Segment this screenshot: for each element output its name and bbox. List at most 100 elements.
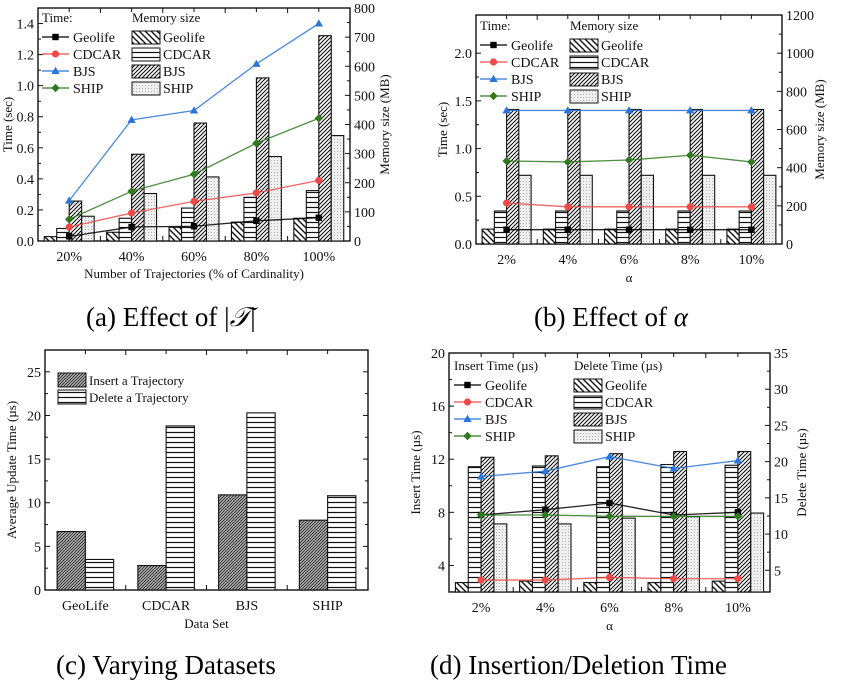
- bar-delete-a-trajectory: [246, 412, 276, 591]
- y-tick-label: 1.0: [17, 80, 35, 95]
- bar-ship: [685, 516, 700, 593]
- point-ship: [747, 157, 756, 167]
- y2-tick-label: 400: [786, 162, 807, 177]
- bar-ship: [701, 174, 716, 245]
- point-geolife: [503, 226, 510, 233]
- point-bjs: [65, 196, 74, 204]
- y2-tick-label: 0: [786, 238, 793, 253]
- x-tick-label: CDCAR: [142, 599, 191, 614]
- chart-a: 0.0 0.2 0.4 0.6 0.8 1.0 1.2 1.4 0 100 200 300 400 500…: [0, 2, 392, 281]
- y2-tick-label: 25: [774, 419, 788, 434]
- point-bjs: [314, 19, 323, 27]
- point-cdcar: [605, 573, 614, 581]
- caption-d: (d) Insertion/Deletion Time: [430, 650, 727, 681]
- point-geolife: [315, 214, 322, 221]
- point-bjs: [252, 59, 261, 67]
- point-cdcar: [734, 575, 742, 583]
- x-tick-label: 20%: [56, 250, 82, 265]
- y-tick-label: 0.0: [17, 235, 35, 250]
- legend-marker: [51, 66, 60, 74]
- point-bjs: [747, 106, 756, 114]
- x-axis-label: Number of Trajectories (% of Cardinality…: [84, 266, 304, 281]
- legend-label: SHIP: [485, 430, 516, 445]
- x-tick-label: 100%: [302, 250, 335, 265]
- bar-cdcar: [596, 466, 611, 593]
- legend-marker: [464, 381, 471, 389]
- y2-tick-label: 1200: [786, 9, 814, 24]
- bar-geolife: [481, 228, 495, 245]
- legend-label: BJS: [605, 413, 628, 428]
- point-geolife: [128, 223, 135, 231]
- bar-ship: [579, 174, 593, 245]
- bar-geolife: [230, 221, 245, 242]
- bar-bjs: [567, 108, 581, 245]
- bar-ship: [268, 155, 282, 242]
- point-cdcar: [315, 176, 323, 185]
- point-geolife: [542, 506, 549, 513]
- y-tick-label: 8: [438, 506, 445, 521]
- chart-d: 4 8 12 16 20 5 10 15 20 25 30 35 Delete Time (µs) 2% 4…: [408, 347, 809, 633]
- y2-axis-label: Delete Time (µs): [794, 428, 809, 516]
- legend-label: CDCAR: [73, 48, 122, 63]
- y2-tick-label: 600: [786, 124, 807, 139]
- point-cdcar: [670, 575, 678, 583]
- bar-geolife: [603, 228, 618, 245]
- caption-c: (c) Varying Datasets: [56, 650, 276, 681]
- bar-insert-a-trajectory: [56, 530, 86, 591]
- bar-bjs: [689, 108, 703, 245]
- x-tick-label: 6%: [600, 601, 619, 616]
- legend-bar-swatch: [569, 38, 599, 53]
- point-bjs: [686, 106, 695, 114]
- legend-bar-title: Memory size: [132, 10, 200, 25]
- y-tick-label: 4: [438, 559, 445, 574]
- bar-cdcar: [467, 466, 482, 593]
- legend-bar-swatch: [569, 89, 599, 104]
- legend-marker: [463, 414, 472, 422]
- caption-a-math: 𝒯: [229, 302, 251, 332]
- x-tick-label: 2%: [472, 601, 491, 616]
- point-ship: [669, 512, 678, 521]
- point-cdcar: [747, 203, 756, 211]
- caption-a: (a) Effect of |𝒯|: [86, 302, 256, 334]
- legend-label: CDCAR: [601, 56, 650, 71]
- point-ship: [563, 157, 572, 167]
- y2-tick-label: 600: [354, 60, 375, 75]
- legend-label: BJS: [601, 73, 624, 88]
- legend-bar-swatch: [131, 30, 161, 45]
- point-ship: [541, 510, 550, 520]
- legend-marker: [489, 58, 498, 66]
- caption-c-text: (c) Varying Datasets: [56, 650, 276, 680]
- x-tick-label: 40%: [119, 250, 145, 265]
- point-geolife: [606, 499, 613, 507]
- y-tick-label: 1.2: [17, 49, 35, 64]
- y-tick-label: 2.0: [455, 47, 473, 62]
- point-cdcar: [128, 209, 136, 217]
- y2-tick-label: 800: [786, 85, 807, 100]
- y-tick-label: 15: [27, 453, 41, 468]
- y-tick-label: 0.8: [17, 111, 35, 126]
- caption-a-suffix: |: [250, 302, 256, 332]
- y2-axis-label: Memory size (MB): [812, 79, 827, 179]
- x-tick-label: 4%: [536, 601, 555, 616]
- bar-bjs: [608, 453, 623, 593]
- y2-tick-label: 5: [774, 564, 781, 579]
- legend-bar-swatch: [131, 47, 161, 62]
- legend-marker: [490, 41, 497, 49]
- point-bjs: [189, 106, 199, 114]
- y2-tick-label: 1000: [786, 47, 814, 62]
- legend-label: CDCAR: [605, 396, 654, 411]
- bar-cdcar: [724, 464, 739, 593]
- y2-tick-label: 10: [774, 528, 788, 543]
- bar-ship: [518, 174, 532, 245]
- y-tick-label: 1.5: [455, 95, 473, 110]
- point-cdcar: [564, 203, 572, 211]
- legend-bar-swatch: [131, 81, 161, 96]
- legend-label: SHIP: [73, 82, 104, 97]
- point-cdcar: [190, 197, 198, 205]
- legend-line-title: Time:: [42, 10, 73, 25]
- bar-delete-a-trajectory: [327, 495, 357, 591]
- bar-bjs: [750, 108, 765, 245]
- point-bjs: [733, 456, 743, 464]
- y-tick-label: 20: [431, 347, 445, 362]
